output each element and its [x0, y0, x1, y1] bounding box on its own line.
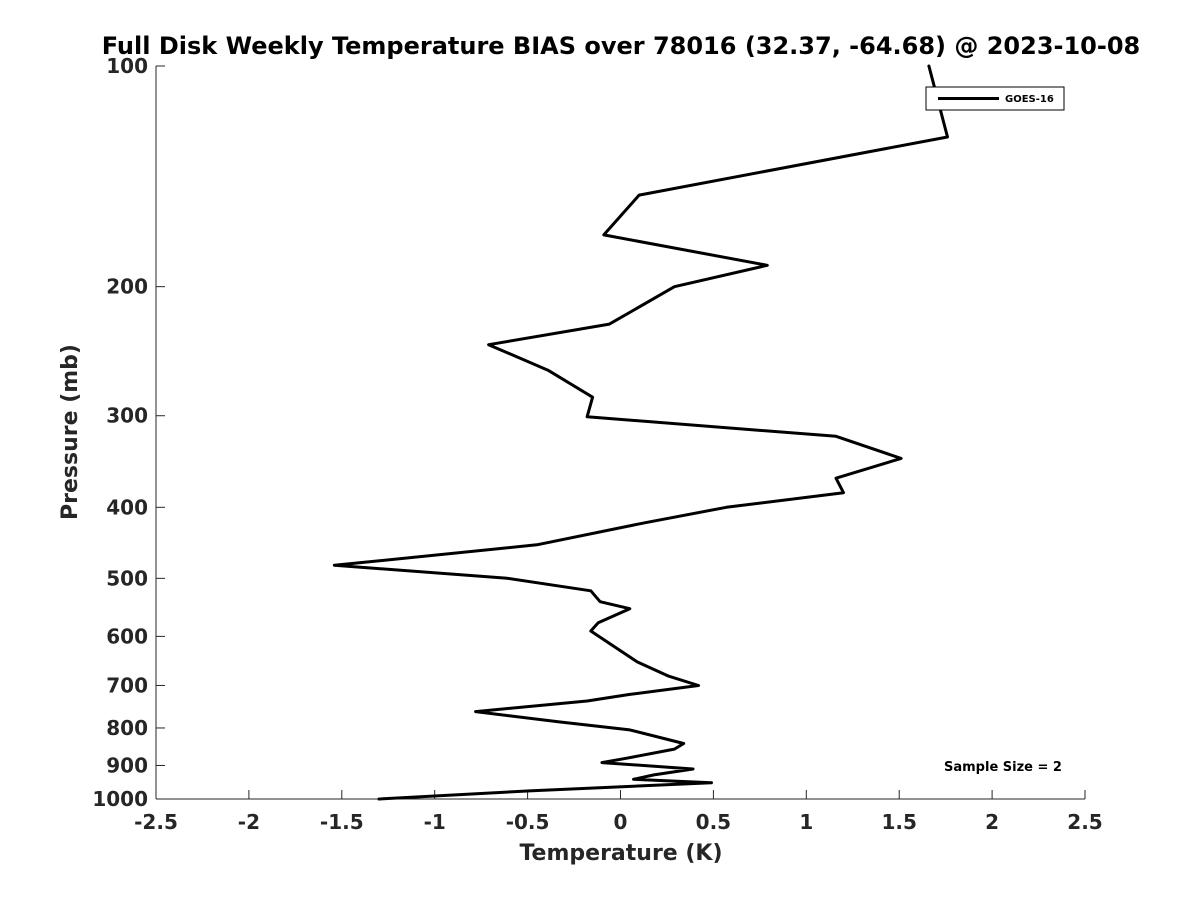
x-tick-label: 1.5 — [881, 810, 916, 834]
y-tick-label: 900 — [106, 753, 148, 777]
axes — [155, 66, 1085, 800]
y-tick-label: 800 — [106, 716, 148, 740]
series-layer — [332, 64, 949, 801]
chart-title: Full Disk Weekly Temperature BIAS over 7… — [102, 32, 1141, 60]
legend: GOES-16 — [925, 86, 1065, 111]
y-tick-label: 600 — [106, 624, 148, 648]
x-axis-label: Temperature (K) — [519, 841, 722, 866]
x-axis-ticks: -2.5 -2 -1.5 -1 -0.5 0 0.5 1 1.5 2 2.5 — [134, 790, 1103, 834]
x-tick-label: -1 — [424, 810, 446, 834]
y-tick-label: 100 — [106, 54, 148, 78]
y-tick-label: 700 — [106, 673, 148, 697]
x-tick-label: 0 — [614, 810, 628, 834]
legend-entry-label: GOES-16 — [1005, 94, 1054, 105]
x-tick-label: 0.5 — [696, 810, 731, 834]
sample-size-annotation: Sample Size = 2 — [944, 760, 1062, 775]
y-axis-ticks: 100 200 300 400 500 600 700 800 900 1000 — [92, 54, 165, 811]
y-tick-label: 400 — [106, 495, 148, 519]
x-tick-label: -2 — [238, 810, 260, 834]
x-tick-label: -2.5 — [134, 810, 178, 834]
plot-frame — [156, 66, 1085, 799]
x-tick-label: 1 — [799, 810, 813, 834]
series-line-goes-16 — [332, 64, 949, 801]
y-axis-label: Pressure (mb) — [58, 344, 83, 520]
x-tick-label: -1.5 — [320, 810, 364, 834]
x-tick-label: -0.5 — [506, 810, 550, 834]
y-tick-label: 500 — [106, 566, 148, 590]
x-tick-label: 2.5 — [1067, 810, 1102, 834]
x-tick-label: 2 — [985, 810, 999, 834]
y-tick-label: 1000 — [92, 787, 148, 811]
y-tick-label: 300 — [106, 404, 148, 428]
y-tick-label: 200 — [106, 275, 148, 299]
